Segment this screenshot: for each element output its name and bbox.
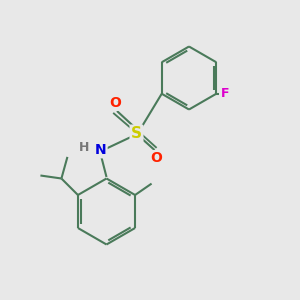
Text: F: F (221, 87, 229, 100)
Text: H: H (79, 141, 89, 154)
Text: S: S (131, 126, 142, 141)
Text: O: O (150, 152, 162, 165)
Text: N: N (95, 143, 106, 157)
Text: O: O (110, 96, 122, 110)
